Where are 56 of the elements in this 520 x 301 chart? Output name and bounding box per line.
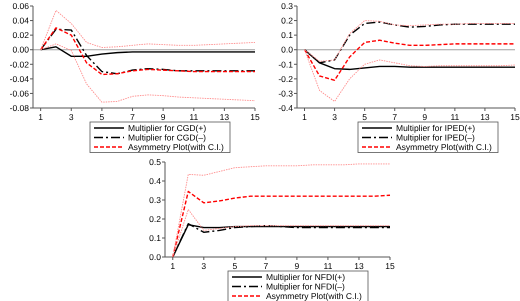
legend-label: Multiplier for IPED(–) [396, 132, 476, 142]
y-tick-label: -0.2 [278, 74, 294, 84]
x-tick-label: 5 [362, 112, 368, 122]
x-tick-label: 1 [38, 112, 44, 122]
y-tick-label: 0.3 [149, 194, 162, 205]
legend-label: Multiplier for IPED(+) [396, 122, 476, 133]
legend-label: Asymmetry Plot(with C.I.) [266, 290, 362, 301]
y-tick-label: 0.02 [12, 30, 30, 40]
y-tick-label: 0.04 [12, 16, 30, 26]
x-tick-label: 13 [480, 112, 490, 122]
x-tick-label: 13 [354, 261, 364, 271]
legend-label: Multiplier for CGD(+) [128, 122, 206, 133]
line-series [304, 40, 516, 82]
x-tick-label: 1 [302, 112, 308, 122]
x-tick-label: 7 [130, 112, 136, 122]
x-tick-label: 9 [422, 112, 428, 122]
x-tick-label: 9 [160, 112, 166, 122]
y-tick-label: 0.2 [281, 16, 294, 26]
x-tick-label: 15 [385, 261, 395, 271]
y-tick-label: 0.1 [149, 232, 162, 243]
y-tick-label: 0.0 [149, 252, 162, 262]
y-tick-label: -0.06 [10, 88, 30, 98]
x-tick-label: 7 [392, 112, 398, 122]
x-tick-label: 7 [263, 261, 268, 271]
y-tick-label: 0.5 [149, 156, 162, 167]
y-tick-label: 0.0 [281, 44, 294, 55]
y-tick-label: 0.1 [281, 30, 294, 40]
x-tick-label: 5 [232, 261, 238, 271]
y-tick-label: -0.02 [10, 59, 30, 70]
y-tick-label: 0.3 [281, 0, 294, 11]
y-tick-label: 0.4 [149, 176, 162, 186]
y-tick-label: -0.04 [10, 74, 30, 84]
y-tick-label: -0.3 [278, 88, 294, 98]
x-tick-label: 3 [68, 112, 74, 122]
legend-label: Asymmetry Plot(with C.I.) [396, 142, 492, 152]
x-tick-label: 15 [250, 112, 260, 122]
x-tick-label: 9 [294, 261, 300, 271]
x-tick-label: 11 [450, 112, 460, 122]
y-tick-label: 0.00 [12, 44, 30, 55]
y-tick-label: 0.2 [149, 214, 162, 224]
x-tick-label: 1 [170, 261, 176, 271]
x-tick-label: 5 [100, 112, 105, 122]
x-tick-label: 11 [189, 112, 198, 122]
x-tick-label: 11 [324, 261, 333, 271]
y-tick-label: -0.1 [278, 59, 294, 70]
x-tick-label: 13 [220, 112, 230, 122]
y-tick-label: 0.06 [12, 0, 30, 11]
legend-label: Multiplier for CGD(–) [128, 132, 206, 142]
x-tick-label: 3 [201, 261, 206, 271]
x-tick-label: 3 [332, 112, 338, 122]
legend-label: Asymmetry Plot(with C.I.) [128, 142, 224, 152]
legend-label: Multiplier for NFDI(+) [266, 272, 346, 282]
y-tick-label: -0.08 [10, 102, 30, 113]
y-tick-label: -0.4 [278, 102, 294, 113]
x-tick-label: 15 [510, 112, 520, 122]
legend-label: Multiplier for NFDI(–) [266, 281, 346, 292]
